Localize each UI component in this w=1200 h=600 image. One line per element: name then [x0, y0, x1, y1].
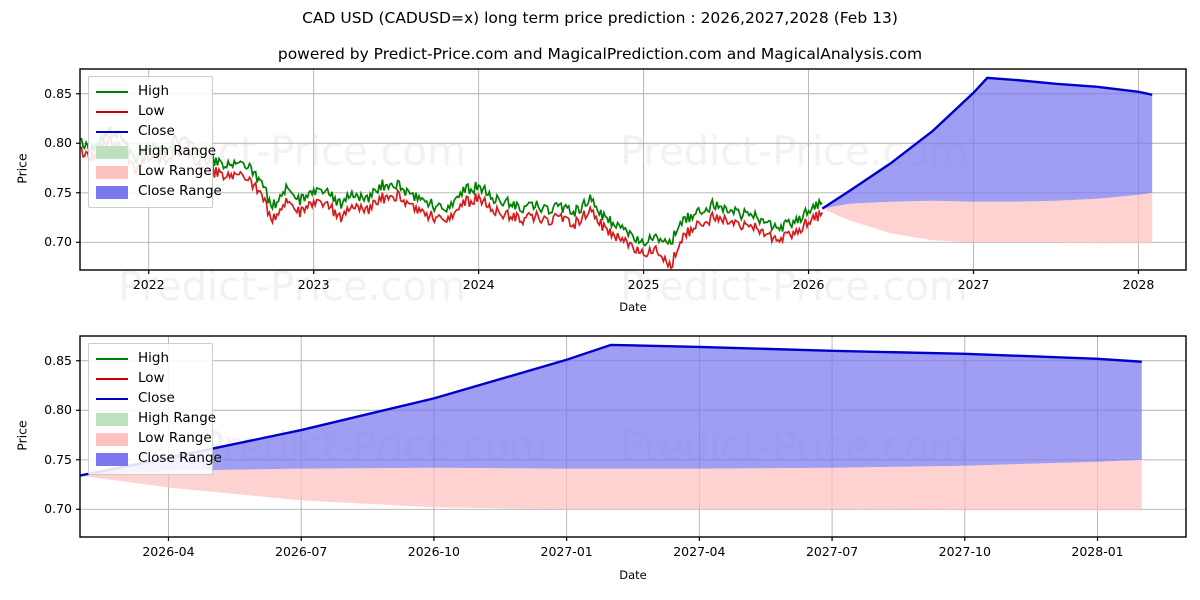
bottom-y-tick-label: 0.80 — [44, 402, 72, 418]
top-legend-item[interactable]: Low — [95, 102, 204, 122]
top-x-tick-label: 2028 — [1122, 277, 1155, 292]
top-legend-item[interactable]: High — [95, 82, 204, 102]
bottom-x-tick-label: 2026-07 — [275, 544, 328, 559]
bottom-legend-item[interactable]: Low — [95, 369, 204, 389]
top-legend-swatch — [95, 145, 129, 159]
top-y-tick-label: 0.85 — [44, 85, 72, 101]
bottom-legend-label: Low — [138, 370, 165, 387]
page-subtitle: powered by Predict-Price.com and Magical… — [277, 45, 923, 63]
bottom-legend-label: Close Range — [138, 450, 222, 467]
top-legend-label: Low Range — [138, 163, 212, 180]
legend-line-swatch-icon — [96, 110, 128, 114]
bottom-legend-item[interactable]: High Range — [95, 409, 216, 429]
top-y-tick-label: 0.70 — [44, 234, 72, 250]
top-legend-item[interactable]: Close Range — [95, 182, 222, 202]
bottom-legend-swatch — [95, 392, 129, 406]
top-legend-label: Close — [138, 123, 175, 140]
bottom-legend-label: High Range — [138, 410, 217, 427]
legend-line-swatch-icon — [96, 397, 128, 401]
bottom-chart-legend[interactable]: High Low Close High Range Low Range Close Ran… — [88, 343, 222, 475]
top-legend-swatch — [95, 85, 129, 99]
top-x-tick-label: 2022 — [132, 277, 165, 292]
bottom-x-tick-label: 2027-07 — [805, 544, 859, 559]
top-y-tick-label: 0.80 — [44, 135, 72, 151]
legend-patch-swatch-icon — [96, 432, 128, 446]
svg-text:Predict-Price.com: Predict-Price.com — [620, 264, 968, 310]
bottom-x-tick-label: 2028-01 — [1071, 544, 1124, 559]
bottom-legend-item[interactable]: Low Range — [95, 429, 212, 449]
top-legend-item[interactable]: Close — [95, 122, 204, 142]
bottom-legend-swatch — [95, 372, 129, 386]
bottom-legend-label: Close — [138, 390, 175, 407]
top-x-tick-label: 2024 — [462, 277, 495, 292]
top-x-tick-label: 2025 — [627, 277, 660, 292]
bottom-legend-swatch — [95, 352, 129, 366]
top-legend-swatch — [95, 165, 129, 179]
bottom-y-tick-label: 0.85 — [44, 352, 72, 368]
bottom-y-tick-label: 0.70 — [44, 501, 72, 517]
top-legend-label: Low — [138, 103, 165, 120]
bottom-legend-swatch — [95, 452, 129, 466]
top-x-tick-label: 2023 — [297, 277, 330, 292]
top-x-tick-label: 2026 — [792, 277, 825, 292]
legend-patch-swatch-icon — [96, 145, 128, 159]
bottom-x-tick-label: 2027-01 — [540, 544, 593, 559]
bottom-legend-item[interactable]: Close Range — [95, 449, 222, 469]
legend-patch-swatch-icon — [96, 412, 128, 426]
top-legend-item[interactable]: High Range — [95, 142, 216, 162]
svg-text:Predict-Price.com: Predict-Price.com — [118, 264, 466, 310]
bottom-x-axis-label: Date — [619, 568, 647, 582]
legend-line-swatch-icon — [96, 357, 128, 361]
bottom-y-tick-label: 0.75 — [44, 451, 72, 467]
legend-patch-swatch-icon — [96, 185, 128, 199]
bottom-x-tick-label: 2027-10 — [938, 544, 991, 559]
legend-patch-swatch-icon — [96, 165, 128, 179]
bottom-legend-label: High — [138, 350, 170, 367]
bottom-x-tick-label: 2027-04 — [673, 544, 726, 559]
top-x-tick-label: 2027 — [957, 277, 990, 292]
top-legend-label: High Range — [138, 143, 217, 160]
top-chart-legend[interactable]: High Low Close High Range Low Range Close Ran… — [88, 76, 222, 208]
top-y-tick-label: 0.75 — [44, 184, 72, 200]
bottom-legend-swatch — [95, 432, 129, 446]
legend-line-swatch-icon — [96, 130, 128, 134]
bottom-legend-item[interactable]: Close — [95, 389, 204, 409]
top-legend-swatch — [95, 185, 129, 199]
legend-line-swatch-icon — [96, 90, 128, 94]
legend-patch-swatch-icon — [96, 452, 128, 466]
page-title: CAD USD (CADUSD=x) long term price predi… — [302, 9, 898, 27]
top-legend-swatch — [95, 105, 129, 119]
bottom-x-tick-label: 2026-10 — [407, 544, 461, 559]
top-legend-swatch — [95, 125, 129, 139]
bottom-legend-swatch — [95, 412, 129, 426]
top-legend-item[interactable]: Low Range — [95, 162, 212, 182]
bottom-x-tick-label: 2026-04 — [142, 544, 195, 559]
legend-line-swatch-icon — [96, 377, 128, 381]
bottom-legend-item[interactable]: High — [95, 349, 204, 369]
top-legend-label: High — [138, 83, 170, 100]
top-legend-label: Close Range — [138, 183, 222, 200]
bottom-legend-label: Low Range — [138, 430, 212, 447]
top-x-axis-label: Date — [619, 300, 647, 314]
